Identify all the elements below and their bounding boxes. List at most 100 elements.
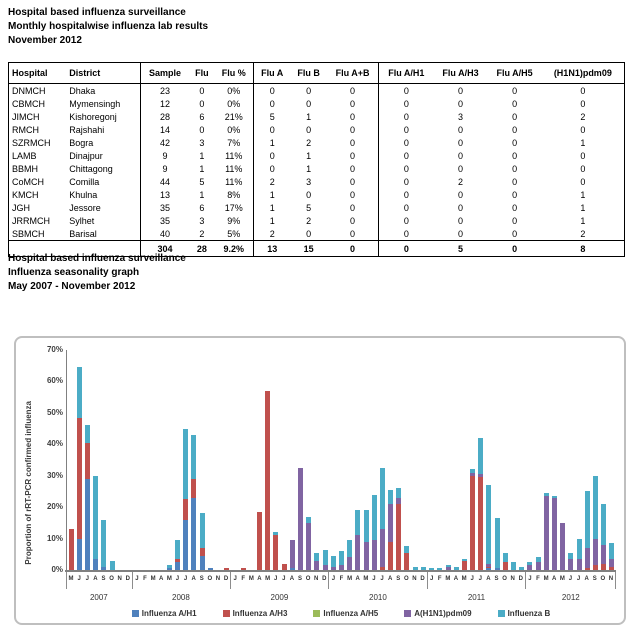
bar-2007-M0	[67, 350, 75, 570]
segment-Influenza B	[584, 491, 590, 549]
cell: 17%	[224, 202, 243, 213]
stacked-bar	[273, 532, 279, 570]
total-cell: 0	[378, 240, 434, 257]
bar-2008-N10	[214, 350, 222, 570]
cell: 0	[378, 162, 434, 175]
bar-2007-D7	[124, 350, 132, 570]
table-row: CBMCH Mymensingh 12 0 0% 0 0 0 0 0 0 0	[9, 97, 625, 110]
segment-Influenza A/H3	[388, 541, 394, 570]
cell: JIMCH	[12, 111, 40, 122]
segment-Influenza A/H1	[166, 568, 172, 570]
table-row: SBMCH Barisal 40 2 5% 2 0 0 0 0 0 2	[9, 227, 625, 241]
cell: 13	[139, 188, 190, 201]
segment-Influenza A/H3	[470, 475, 476, 570]
cell: 0%	[227, 85, 241, 96]
segment-Influenza B	[363, 510, 369, 542]
segment-Influenza B	[355, 510, 361, 536]
y-tick-label: 10%	[46, 533, 63, 543]
month-label: J	[183, 576, 188, 582]
stacked-bar	[68, 529, 74, 570]
bar-2009-J6	[280, 350, 288, 570]
cell: 5	[306, 202, 312, 213]
total-cell: 0	[512, 243, 518, 254]
segment-Influenza B	[461, 559, 467, 561]
cell: 2	[253, 227, 291, 241]
year-bar-group	[231, 350, 329, 570]
segment-Influenza B	[76, 367, 82, 418]
cell: 0%	[227, 124, 241, 135]
stacked-bar	[240, 568, 246, 570]
bar-2011-M2	[444, 350, 452, 570]
month-label: S	[298, 576, 303, 582]
stacked-bar	[568, 552, 574, 570]
month-label: A	[191, 576, 196, 582]
cell: 9%	[227, 215, 241, 226]
y-tick-label: 20%	[46, 502, 63, 512]
segment-Influenza A/H1	[183, 519, 189, 570]
cell: JGH	[12, 202, 30, 213]
segment-Influenza B	[322, 549, 328, 566]
segment-A(H1N1)pdm09	[314, 560, 320, 570]
segment-Influenza B	[93, 475, 99, 559]
cell: 6	[199, 202, 205, 213]
cell: 2	[306, 215, 312, 226]
segment-Influenza A/H3	[396, 504, 402, 570]
col-header: Flu A/H1	[378, 62, 434, 84]
cell: LAMB	[12, 150, 37, 161]
legend-label: Influenza B	[507, 608, 551, 618]
stacked-bar	[289, 540, 295, 570]
month-label: O	[305, 576, 311, 582]
segment-Influenza B	[486, 485, 492, 564]
bar-2008-A3	[157, 350, 165, 570]
segment-Influenza B	[576, 538, 582, 559]
month-label: M	[248, 576, 254, 582]
total-cell: 13	[253, 240, 291, 257]
bar-2011-N10	[509, 350, 517, 570]
report-subtitle-line: Monthly hospitalwise influenza lab resul…	[8, 21, 209, 32]
month-label: J	[331, 576, 336, 582]
bar-2008-M4	[165, 350, 173, 570]
bar-2011-O9	[501, 350, 509, 570]
bar-2010-J5	[370, 350, 378, 570]
month-label: M	[347, 576, 353, 582]
cell: 0	[378, 97, 434, 110]
month-label: O	[404, 576, 409, 582]
cell: 11%	[225, 150, 243, 161]
cell: SBMCH	[12, 228, 45, 239]
cell: 0	[580, 163, 586, 174]
legend-swatch	[222, 609, 230, 617]
bar-2009-J0	[231, 350, 239, 570]
y-tick-label: 30%	[46, 470, 63, 480]
month-label: M	[543, 576, 549, 582]
segment-Influenza B	[601, 504, 607, 545]
cell: 2	[306, 137, 312, 148]
plot-area	[66, 350, 616, 570]
table-total-row: 304 28 9.2% 13 15 0 0 5 0 8	[8, 240, 625, 257]
stacked-bar	[297, 467, 303, 570]
table-row: BBMH Chittagong 9 1 11% 0 1 0 0 0 0 0	[9, 162, 625, 175]
cell: 14	[139, 123, 190, 136]
month-label: J	[568, 576, 573, 582]
stacked-bar	[592, 475, 598, 570]
month-label: A	[289, 576, 295, 582]
bar-2011-M4	[460, 350, 468, 570]
segment-A(H1N1)pdm09	[363, 541, 369, 570]
cell: 0	[458, 98, 464, 109]
table-row: JIMCH Kishoregonj 28 6 21% 5 1 0 0 3 0 2	[9, 110, 625, 123]
stacked-bar	[429, 568, 435, 570]
cell: 0	[580, 176, 586, 187]
segment-Influenza A/H3	[379, 566, 385, 570]
cell: 6	[199, 111, 205, 122]
col-header: Flu A/H3	[442, 68, 479, 78]
cell: 0	[458, 163, 464, 174]
cell: 0%	[227, 98, 241, 109]
segment-A(H1N1)pdm09	[568, 559, 574, 570]
col-header: (H1N1)pdm09	[553, 68, 612, 78]
cell: 0	[378, 188, 434, 201]
month-label: M	[150, 576, 156, 582]
bar-2007-J1	[75, 350, 83, 570]
segment-A(H1N1)pdm09	[478, 474, 484, 478]
col-header: Flu	[195, 68, 209, 78]
